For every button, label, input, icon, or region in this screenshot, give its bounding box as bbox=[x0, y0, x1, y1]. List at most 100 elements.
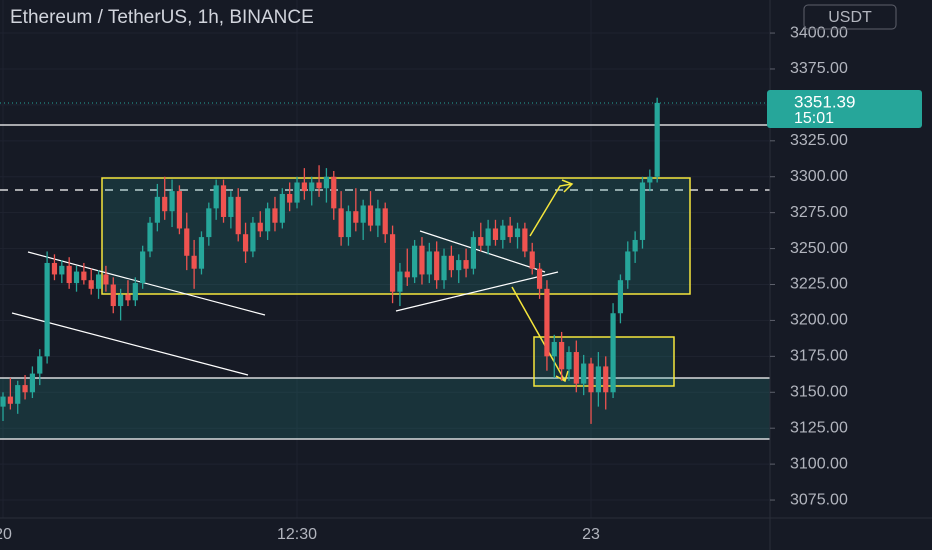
candle-body bbox=[595, 366, 601, 393]
candle-body bbox=[250, 222, 256, 252]
currency-label[interactable]: USDT bbox=[828, 9, 872, 26]
candle-body bbox=[132, 283, 138, 301]
candle-body bbox=[147, 222, 153, 252]
candle-body bbox=[536, 268, 543, 289]
candle-body bbox=[191, 255, 197, 269]
range-box bbox=[101, 177, 691, 295]
candle-body bbox=[22, 385, 28, 393]
candle-body bbox=[463, 260, 469, 269]
currency-button[interactable] bbox=[803, 4, 897, 30]
candle-body bbox=[566, 352, 572, 370]
arrow-head bbox=[561, 179, 574, 193]
candle-body bbox=[522, 228, 528, 252]
chart-title: Ethereum / TetherUS, 1h, BINANCE bbox=[10, 7, 314, 28]
candle-body bbox=[301, 182, 307, 192]
y-tick-label: 3100.00 bbox=[790, 455, 848, 472]
candle-body bbox=[375, 208, 381, 226]
candle-body bbox=[169, 191, 175, 212]
zone bbox=[0, 378, 770, 439]
candle-body bbox=[360, 205, 366, 223]
candles bbox=[0, 97, 660, 424]
candle-body bbox=[287, 193, 293, 203]
candle-body bbox=[279, 193, 285, 223]
candle-body bbox=[617, 280, 624, 314]
candle-body bbox=[7, 396, 13, 404]
candle-body bbox=[500, 225, 506, 240]
candle-body bbox=[389, 234, 396, 292]
y-tick-label: 3375.00 bbox=[790, 60, 848, 77]
candle-body bbox=[37, 356, 43, 374]
candle-body bbox=[441, 255, 447, 281]
candle-body bbox=[419, 245, 425, 275]
x-tick-label: 20 bbox=[0, 526, 12, 543]
candle-body bbox=[625, 251, 631, 281]
candle-body bbox=[316, 182, 322, 189]
candle-body bbox=[529, 251, 535, 269]
candle-body bbox=[198, 237, 205, 269]
candle-body bbox=[265, 208, 271, 232]
grid bbox=[0, 0, 770, 518]
candle-body bbox=[345, 211, 352, 238]
triangle-line bbox=[419, 230, 546, 273]
candle-body bbox=[581, 363, 587, 384]
candle-body bbox=[184, 228, 190, 256]
candle-body bbox=[331, 176, 337, 209]
candle-body bbox=[118, 294, 124, 307]
candle-body bbox=[544, 288, 550, 357]
candle-body bbox=[220, 185, 227, 217]
y-tick-label: 3075.00 bbox=[790, 491, 848, 508]
candle-body bbox=[73, 271, 80, 284]
candle-body bbox=[478, 237, 484, 246]
triangle-line bbox=[395, 271, 559, 312]
candle-body bbox=[603, 366, 609, 393]
candle-body bbox=[51, 262, 58, 275]
candle-body bbox=[507, 225, 513, 238]
y-tick-label: 3125.00 bbox=[790, 419, 848, 436]
candle-body bbox=[81, 271, 87, 281]
y-tick-label: 3225.00 bbox=[790, 276, 848, 293]
countdown: 15:01 bbox=[794, 110, 834, 127]
candle-body bbox=[492, 228, 499, 240]
candle-body bbox=[235, 196, 241, 235]
drawings bbox=[0, 124, 770, 440]
candle-body bbox=[470, 237, 477, 269]
candle-body bbox=[610, 313, 616, 393]
y-tick-label: 3200.00 bbox=[790, 312, 848, 329]
y-tick-label: 3300.00 bbox=[790, 168, 848, 185]
last-price-tag bbox=[767, 90, 922, 128]
candle-body bbox=[632, 239, 638, 252]
candle-body bbox=[551, 341, 557, 357]
candle-body bbox=[426, 251, 432, 275]
y-tick-label: 3250.00 bbox=[790, 240, 848, 257]
candle-body bbox=[176, 191, 183, 229]
candle-body bbox=[162, 196, 168, 212]
candle-body bbox=[382, 208, 388, 235]
arrow-head bbox=[555, 370, 569, 383]
candle-body bbox=[353, 211, 359, 223]
candle-body bbox=[639, 182, 646, 240]
y-tick-label: 3325.00 bbox=[790, 132, 848, 149]
x-tick-label: 23 bbox=[582, 526, 600, 543]
y-tick-label: 3150.00 bbox=[790, 383, 848, 400]
candle-body bbox=[272, 208, 278, 223]
candle-body bbox=[294, 182, 300, 203]
x-tick-label: 12:30 bbox=[277, 526, 317, 543]
candle-body bbox=[573, 352, 579, 384]
candle-body bbox=[448, 255, 454, 271]
candle-body bbox=[213, 185, 219, 209]
candle-body bbox=[559, 341, 565, 370]
candle-body bbox=[654, 102, 660, 177]
y-tick-label: 3275.00 bbox=[790, 204, 848, 221]
candle-body bbox=[228, 196, 234, 217]
arrow bbox=[511, 286, 566, 382]
candle-body bbox=[125, 294, 131, 301]
candle-body bbox=[103, 274, 109, 285]
candle-body bbox=[588, 363, 594, 393]
y-tick-label: 3175.00 bbox=[790, 348, 848, 365]
candle-body bbox=[140, 251, 146, 284]
candle-body bbox=[44, 262, 50, 357]
candle-body bbox=[309, 182, 315, 192]
candle-body bbox=[514, 228, 521, 238]
